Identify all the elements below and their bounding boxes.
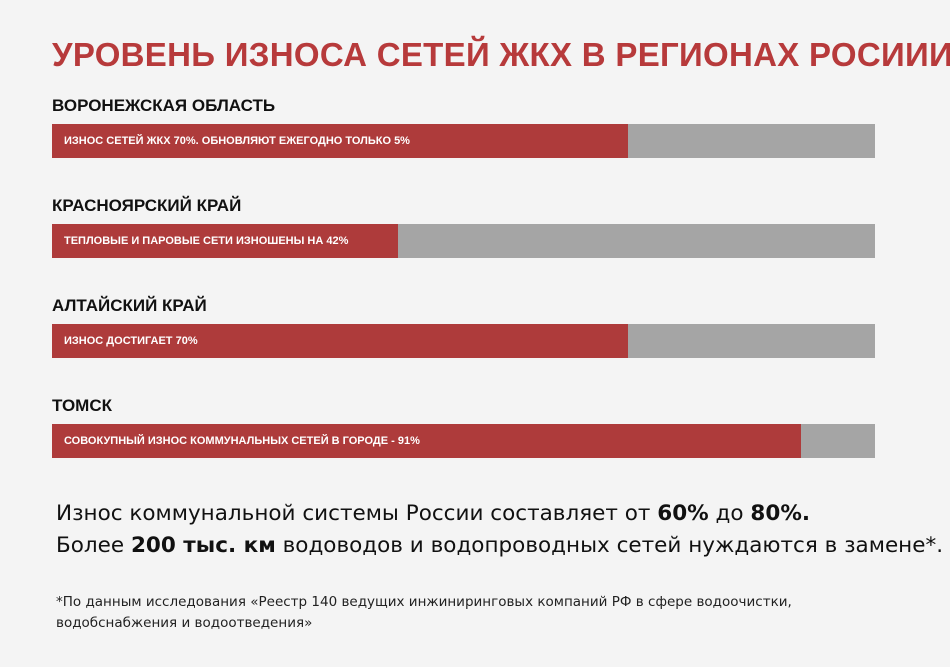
bar: [52, 424, 801, 458]
bar-track: СОВОКУПНЫЙ ИЗНОС КОММУНАЛЬНЫХ СЕТЕЙ В ГО…: [52, 424, 875, 458]
bar-label: ИЗНОС СЕТЕЙ ЖКХ 70%. ОБНОВЛЯЮТ ЕЖЕГОДНО …: [64, 135, 410, 147]
footnote-line-2: водобснабжения и водоотведения»: [56, 615, 313, 631]
bar-track: ИЗНОС ДОСТИГАЕТ 70%: [52, 324, 875, 358]
summary-line-2-tail: водоводов и водопроводных сетей нуждаютс…: [275, 533, 944, 558]
bar-label: ТЕПЛОВЫЕ И ПАРОВЫЕ СЕТИ ИЗНОШЕНЫ НА 42%: [64, 235, 349, 247]
region-name: ТОМСК: [52, 396, 112, 415]
footnote-line-1: *По данным исследования «Реестр 140 веду…: [56, 594, 792, 610]
footnote: *По данным исследования «Реестр 140 веду…: [56, 592, 916, 634]
region-name: ВОРОНЕЖСКАЯ ОБЛАСТЬ: [52, 96, 276, 115]
summary-min-value: 60%: [657, 501, 709, 526]
region-name: АЛТАЙСКИЙ КРАЙ: [52, 296, 207, 315]
summary-line-1: Износ коммунальной системы России состав…: [56, 498, 936, 530]
summary-line-1-text: Износ коммунальной системы России состав…: [56, 501, 658, 526]
bar: [52, 224, 398, 258]
bar-label: СОВОКУПНЫЙ ИЗНОС КОММУНАЛЬНЫХ СЕТЕЙ В ГО…: [64, 435, 420, 447]
region-row: АЛТАЙСКИЙ КРАЙ ИЗНОС ДОСТИГАЕТ 70%: [52, 296, 876, 366]
summary-length-value: 200 тыс. км: [130, 533, 276, 558]
bar-track: ИЗНОС СЕТЕЙ ЖКХ 70%. ОБНОВЛЯЮТ ЕЖЕГОДНО …: [52, 124, 875, 158]
region-row: КРАСНОЯРСКИЙ КРАЙ ТЕПЛОВЫЕ И ПАРОВЫЕ СЕТИ…: [52, 196, 876, 266]
wear-bar-chart: ВОРОНЕЖСКАЯ ОБЛАСТЬ ИЗНОС СЕТЕЙ ЖКХ 70%. …: [52, 96, 876, 466]
summary-text: Износ коммунальной системы России состав…: [56, 498, 943, 562]
region-row: ТОМСК СОВОКУПНЫЙ ИЗНОС КОММУНАЛЬНЫХ СЕТЕЙ…: [52, 396, 876, 466]
region-name: КРАСНОЯРСКИЙ КРАЙ: [52, 196, 242, 215]
bar: [52, 324, 629, 358]
region-row: ВОРОНЕЖСКАЯ ОБЛАСТЬ ИЗНОС СЕТЕЙ ЖКХ 70%. …: [52, 96, 876, 166]
summary-line-2-text: Более: [56, 533, 131, 558]
bar-track: ТЕПЛОВЫЕ И ПАРОВЫЕ СЕТИ ИЗНОШЕНЫ НА 42%: [52, 224, 875, 258]
summary-max-value: 80%.: [750, 501, 811, 526]
bar: [52, 124, 629, 158]
summary-line-2: Более 200 тыс. км водоводов и водопровод…: [56, 530, 943, 562]
summary-line-1-connector: до: [708, 501, 751, 526]
chart-title: УРОВЕНЬ ИЗНОСА СЕТЕЙ ЖКХ В РЕГИОНАХ РОСИ…: [52, 36, 950, 73]
bar-label: ИЗНОС ДОСТИГАЕТ 70%: [64, 335, 198, 347]
